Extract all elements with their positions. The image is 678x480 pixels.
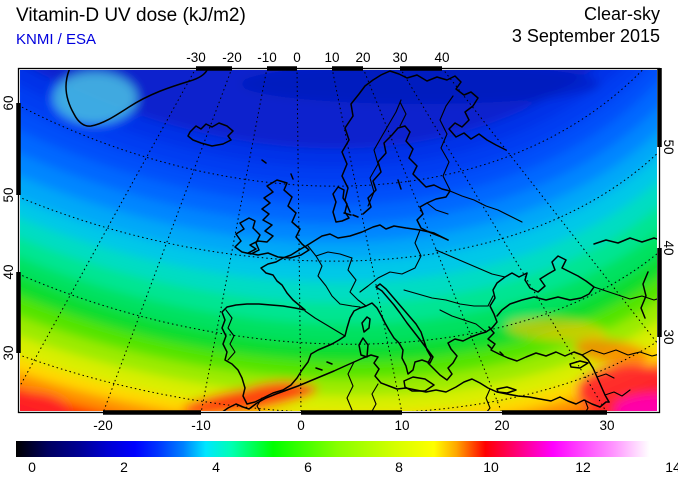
island-corsica xyxy=(361,316,371,333)
tick-top--10: -10 xyxy=(257,50,277,65)
tick-top-0: 0 xyxy=(293,50,301,65)
island-cyprus xyxy=(569,360,589,369)
parallel-2 xyxy=(20,252,657,345)
tick-bottom--20: -20 xyxy=(93,418,113,433)
coast-denmark xyxy=(332,186,350,223)
meridian-0 xyxy=(20,70,196,387)
tick-bottom-0: 0 xyxy=(297,418,305,433)
tick-left-60: 60 xyxy=(1,95,16,110)
tick-bottom--10: -10 xyxy=(191,418,211,433)
coast-norway-arctic xyxy=(341,70,507,213)
coast-greenland xyxy=(65,70,208,127)
tick-right-30: 30 xyxy=(661,329,676,344)
map-date: 3 September 2015 xyxy=(511,26,660,46)
uv-dose-field xyxy=(20,70,657,411)
sky-condition: Clear-sky xyxy=(583,4,660,24)
tick-left-30: 30 xyxy=(1,345,16,360)
coast-mainland-europe xyxy=(221,224,595,405)
colorbar-label-14: 14 xyxy=(665,459,678,475)
colorbar-label-4: 4 xyxy=(212,459,220,475)
hot-spot-patch-3 xyxy=(239,380,303,400)
colorbar-label-10: 10 xyxy=(483,459,499,475)
colorbar-label-6: 6 xyxy=(304,459,312,475)
colorbar-label-2: 2 xyxy=(120,459,128,475)
meridian-5 xyxy=(363,70,502,411)
colorbar-label-8: 8 xyxy=(395,459,403,475)
tick-top--20: -20 xyxy=(222,50,242,65)
island-sicily xyxy=(403,376,435,392)
meridian-1 xyxy=(103,70,232,411)
coast-ireland xyxy=(234,217,261,255)
tick-top-20: 20 xyxy=(355,50,370,65)
coast-north-africa xyxy=(222,354,610,411)
meridian-4 xyxy=(331,70,403,411)
graticule xyxy=(20,70,657,411)
page-title: Vitamin-D UV dose (kJ/m2) xyxy=(16,5,246,26)
tick-top-40: 40 xyxy=(434,50,449,65)
tick-top-30: 30 xyxy=(392,50,407,65)
tick-bottom-10: 10 xyxy=(394,418,409,433)
parallel-0 xyxy=(20,70,643,187)
coast-baltic xyxy=(362,125,451,241)
coast-great-britain xyxy=(247,179,310,259)
hot-spot-patch-4 xyxy=(506,318,606,342)
tick-left-40: 40 xyxy=(1,264,16,279)
tick-bottom-30: 30 xyxy=(599,418,614,433)
tick-bottom-20: 20 xyxy=(494,418,509,433)
colorbar-label-0: 0 xyxy=(28,459,36,475)
small-islands xyxy=(261,159,504,371)
coast-iceland xyxy=(187,122,234,147)
axis-tick-labels: -30 -20 -10 0 10 20 30 40 -20 -10 0 10 20 30 60 50 40 30 5… xyxy=(1,50,676,433)
parallel-1 xyxy=(20,152,657,262)
parallel-3 xyxy=(20,340,657,411)
hot-spot-patch-8 xyxy=(20,391,68,411)
tick-right-40: 40 xyxy=(661,240,676,255)
coast-caucasus-caspian xyxy=(593,237,657,319)
coastlines xyxy=(65,70,657,411)
colorbar-labels: 0 2 4 6 8 10 12 14 xyxy=(16,459,678,477)
island-crete xyxy=(496,386,517,394)
tick-top-10: 10 xyxy=(324,50,339,65)
colorbar-label-12: 12 xyxy=(575,459,591,475)
island-sardinia xyxy=(358,337,369,358)
hot-spot-patch-7 xyxy=(614,394,657,411)
hot-spot-patch-1 xyxy=(240,70,600,104)
hot-spot-patch-5 xyxy=(574,338,650,366)
tick-top--30: -30 xyxy=(186,50,206,65)
coast-anatolia-levant xyxy=(487,326,610,403)
meridian-7 xyxy=(442,70,657,344)
tick-left-50: 50 xyxy=(1,187,16,202)
colorbar xyxy=(16,441,659,457)
country-borders xyxy=(225,95,657,411)
tick-right-50: 50 xyxy=(661,139,676,154)
map-frame xyxy=(17,67,661,414)
source-credit: KNMI / ESA xyxy=(16,31,97,48)
meridian-2 xyxy=(200,70,268,411)
hot-spot-patch-0 xyxy=(53,72,137,124)
